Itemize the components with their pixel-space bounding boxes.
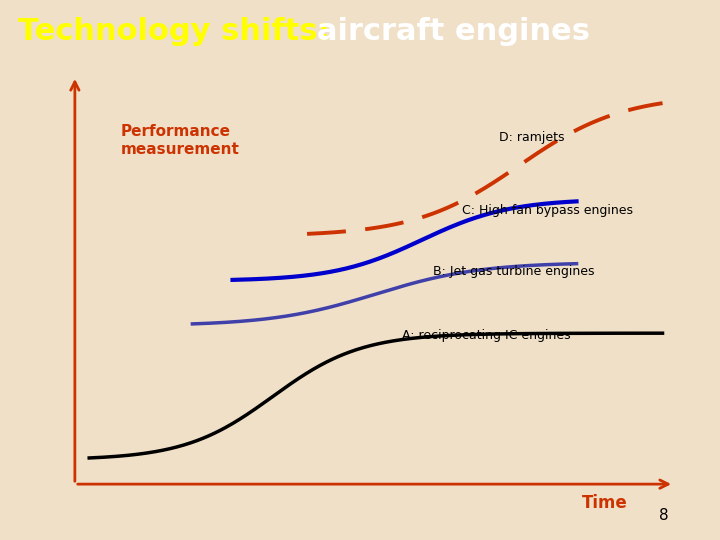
Text: aircraft engines: aircraft engines bbox=[317, 17, 590, 45]
Text: Performance
measurement: Performance measurement bbox=[121, 124, 240, 157]
Text: Time: Time bbox=[582, 494, 628, 512]
Text: A: reciprocating IC engines: A: reciprocating IC engines bbox=[402, 328, 570, 341]
Text: 8: 8 bbox=[660, 508, 669, 523]
Text: Technology shifts:: Technology shifts: bbox=[18, 17, 341, 45]
Text: B: Jet gas turbine engines: B: Jet gas turbine engines bbox=[433, 265, 595, 278]
Text: D: ramjets: D: ramjets bbox=[499, 131, 564, 144]
Text: C: High fan bypass engines: C: High fan bypass engines bbox=[462, 204, 633, 217]
